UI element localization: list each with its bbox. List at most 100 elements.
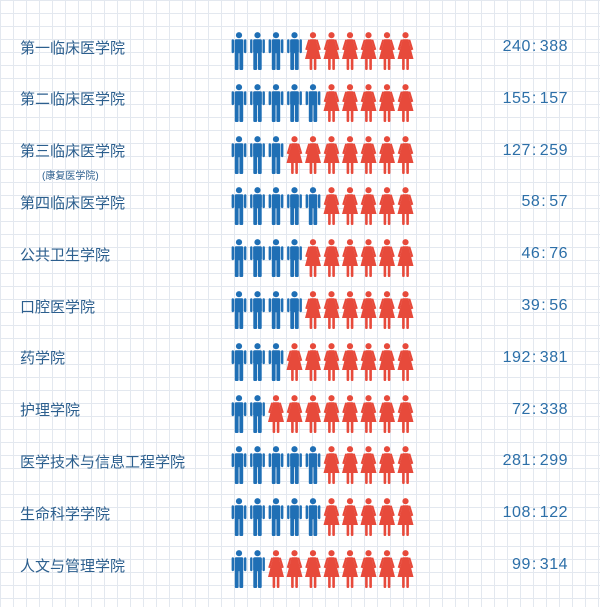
female-icon [360, 394, 377, 433]
female-icon [360, 135, 377, 174]
icon-strip [231, 446, 414, 485]
chart-row: 第一临床医学院 240:388 [0, 27, 600, 79]
icon-strip [231, 498, 414, 537]
male-count: 46 [521, 245, 541, 263]
female-icon [360, 239, 377, 278]
male-icon [250, 239, 265, 278]
female-icon [342, 446, 358, 485]
ratio-label: 240:388 [503, 27, 568, 67]
ratio-separator: : [541, 245, 547, 263]
category-label: 人文与管理学院 [20, 557, 126, 575]
male-icon [250, 83, 265, 122]
female-icon [379, 498, 395, 537]
male-icon [268, 239, 284, 278]
female-icon [323, 291, 340, 329]
male-icon [250, 550, 265, 588]
female-icon [360, 498, 377, 537]
male-icon [231, 291, 247, 329]
female-icon [397, 394, 414, 433]
female-icon [323, 239, 340, 278]
female-icon [323, 342, 340, 381]
female-count: 76 [549, 245, 568, 263]
female-icon [305, 135, 321, 174]
chart-row: 人文与管理学院 99:314 [0, 545, 600, 597]
chart-row: 药学院 192:381 [0, 338, 600, 390]
female-icon [305, 342, 321, 381]
male-icon [231, 32, 247, 70]
female-icon [305, 32, 321, 70]
female-icon [397, 498, 414, 537]
male-icon [231, 187, 247, 226]
female-icon [360, 550, 377, 588]
category-label: 公共卫生学院 [20, 246, 111, 264]
male-icon [231, 342, 247, 381]
male-icon [231, 394, 247, 433]
female-icon [323, 394, 340, 433]
female-icon [323, 446, 340, 485]
female-icon [397, 135, 414, 174]
female-icon [360, 83, 377, 122]
male-icon [287, 498, 302, 537]
icon-strip [231, 291, 414, 329]
icon-strip [231, 394, 414, 433]
female-icon [305, 550, 321, 588]
ratio-separator: : [531, 348, 537, 366]
male-icon [287, 187, 302, 226]
female-icon [360, 32, 377, 70]
male-count: 155 [502, 89, 531, 107]
male-icon [268, 83, 284, 122]
female-icon [286, 342, 303, 381]
male-count: 127 [502, 141, 531, 159]
category-label: 生命科学学院 [20, 505, 111, 523]
male-icon [250, 135, 265, 174]
female-icon [342, 342, 358, 381]
female-icon [379, 187, 395, 226]
female-icon [379, 446, 395, 485]
male-icon [250, 32, 265, 70]
ratio-separator: : [531, 452, 537, 470]
ratio-separator: : [531, 504, 537, 522]
ratio-separator: : [541, 193, 547, 211]
female-icon [342, 394, 358, 433]
female-icon [342, 135, 358, 174]
female-icon [268, 394, 284, 433]
category-label: 第四临床医学院 [20, 194, 126, 212]
male-icon [231, 446, 247, 485]
male-icon [287, 291, 302, 329]
female-icon [342, 239, 358, 278]
male-count: 108 [502, 504, 531, 522]
ratio-label: 58:57 [521, 182, 568, 222]
female-icon [397, 32, 414, 70]
male-icon [250, 498, 265, 537]
ratio-separator: : [531, 89, 537, 107]
category-sublabel: (康复医学院) [42, 170, 99, 182]
female-icon [379, 394, 395, 433]
female-count: 56 [549, 297, 568, 314]
male-count: 39 [521, 297, 541, 314]
female-icon [342, 32, 358, 70]
ratio-separator: : [531, 141, 537, 159]
chart-row: 医学技术与信息工程学院 281:299 [0, 441, 600, 493]
male-count: 58 [521, 193, 541, 211]
female-icon [342, 550, 358, 588]
chart-row: 第三临床医学院 (康复医学院) 127:259 [0, 131, 600, 183]
female-count: 259 [539, 141, 568, 159]
male-icon [305, 83, 321, 122]
category-label: 第一临床医学院 [20, 39, 126, 57]
icon-strip [231, 83, 414, 122]
female-icon [323, 32, 340, 70]
male-icon [250, 446, 265, 485]
icon-strip [231, 550, 414, 588]
female-icon [323, 498, 340, 537]
male-icon [305, 187, 321, 226]
male-icon [268, 446, 284, 485]
male-icon [287, 32, 302, 70]
category-label: 药学院 [20, 350, 66, 368]
female-icon [397, 342, 414, 381]
ratio-separator: : [531, 556, 537, 573]
female-count: 122 [539, 504, 568, 522]
female-count: 157 [539, 89, 568, 107]
male-icon [268, 32, 284, 70]
category-label: 第二临床医学院 [20, 91, 126, 109]
